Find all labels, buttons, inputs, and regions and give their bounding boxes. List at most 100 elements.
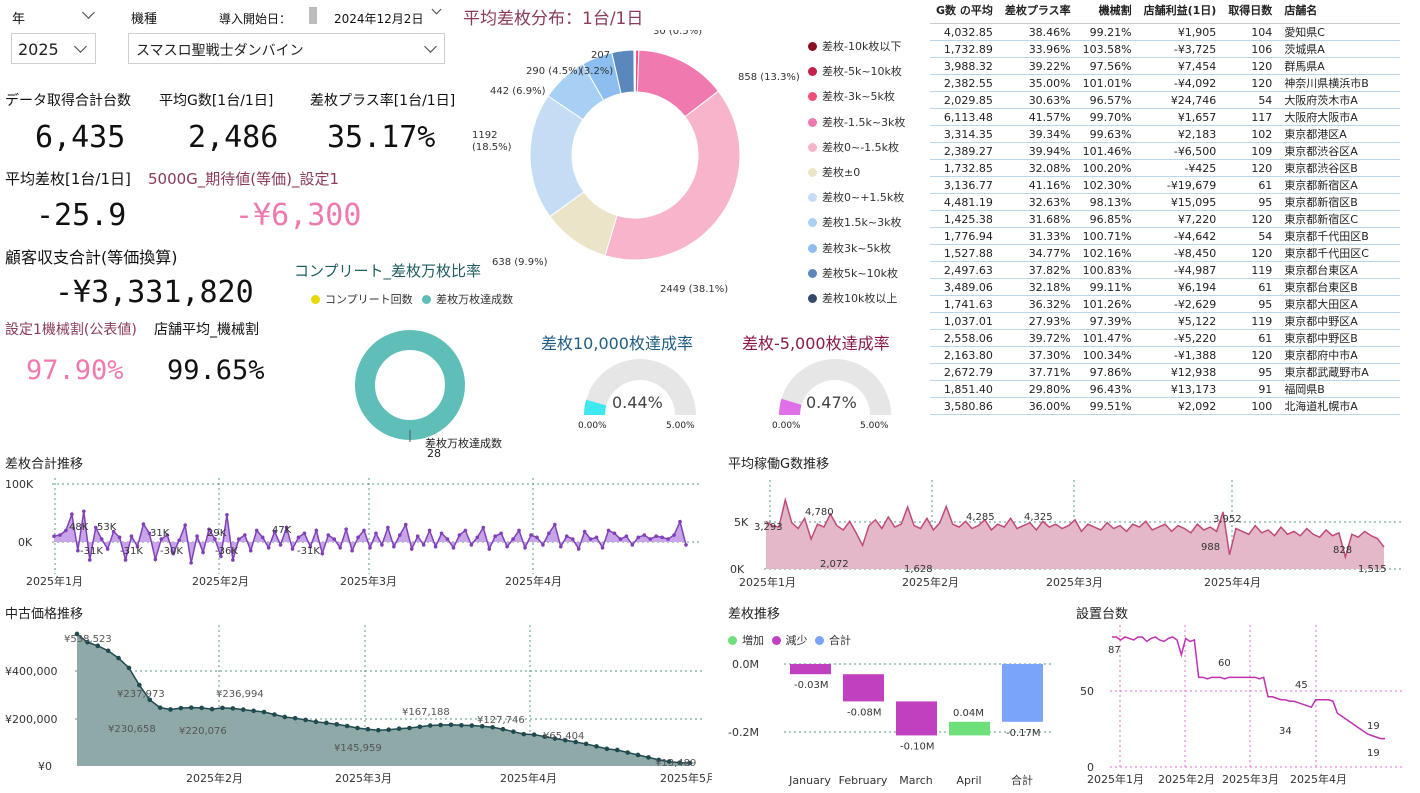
table-cell: 2,382.55 — [930, 74, 999, 92]
donut-legend-label: 差枚0~-1.5k枚 — [822, 140, 900, 154]
donut-legend-item[interactable]: 差枚-5k~10k枚 — [808, 63, 902, 79]
data-point — [576, 547, 581, 551]
data-point — [666, 759, 672, 764]
table-row[interactable]: 1,732.89 33.96% 103.58% -¥3,725 106 茨城県A — [930, 40, 1401, 58]
data-point — [618, 537, 623, 541]
data-point — [199, 705, 204, 711]
table-row[interactable]: 6,113.48 41.57% 99.70% ¥1,657 117 大阪府大阪市A — [930, 108, 1401, 126]
donut-legend-item[interactable]: 差枚5k~10k枚 — [808, 265, 898, 281]
data-point — [677, 760, 682, 765]
table-row[interactable]: 2,029.85 30.63% 96.57% ¥24,746 54 大阪府茨木市A — [930, 91, 1401, 109]
waterfall-chart[interactable]: 0.0M -0.2M -0.03M January -0.08M February -0.1… — [722, 650, 1062, 793]
table-row[interactable]: 2,672.79 37.71% 97.86% ¥12,938 95 東京都武蔵野市A — [930, 363, 1401, 381]
gauge2-max: 5.00% — [860, 421, 889, 431]
x-tick-label: February — [839, 774, 888, 787]
table-row[interactable]: 1,732.85 32.08% 100.20% -¥425 120 東京都渋谷区B — [930, 159, 1401, 177]
data-point — [272, 712, 277, 717]
model-dropdown[interactable]: スマスロ聖戦士ダンバイン — [128, 33, 445, 64]
table-cell: 97.39% — [1076, 312, 1138, 330]
waterfall-bar — [949, 721, 990, 736]
data-point — [70, 512, 74, 516]
donut-legend-item[interactable]: 差枚10k枚以上 — [808, 290, 897, 306]
table-row[interactable]: 3,489.06 32.18% 99.11% ¥6,194 61 東京都台東区B — [930, 278, 1401, 296]
donut-legend-item[interactable]: 差枚-1.5k~3k枚 — [808, 114, 905, 130]
table-header[interactable]: 店舗名 — [1278, 0, 1401, 24]
table-row[interactable]: 1,527.88 34.77% 102.16% -¥8,450 120 東京都千代田区C — [930, 244, 1401, 262]
table-row[interactable]: 1,425.38 31.68% 96.85% ¥7,220 120 東京都新宿区C — [930, 210, 1401, 228]
table-row[interactable]: 3,314.35 39.34% 99.63% ¥2,183 102 東京都港区A — [930, 125, 1401, 143]
donut-legend-item[interactable]: 差枚0~-1.5k枚 — [808, 139, 899, 155]
table-row[interactable]: 1,776.94 31.33% 100.71% -¥4,642 54 東京都千代田区B — [930, 227, 1401, 245]
table-header[interactable]: G数 の平均 — [930, 0, 999, 24]
customer-balance-value: -¥3,331,820 — [55, 275, 254, 310]
table-cell: 2,029.85 — [930, 91, 999, 109]
data-point — [487, 547, 492, 551]
data-label: -31K — [80, 546, 103, 557]
data-point — [684, 543, 688, 547]
total-units-value: 6,435 — [35, 120, 126, 155]
donut-slice — [633, 49, 636, 93]
donut-legend-item[interactable]: 差枚1.5k~3k枚 — [808, 214, 901, 230]
donut-legend-item[interactable]: 差枚±0 — [808, 164, 860, 180]
data-point — [248, 548, 253, 553]
table-header[interactable]: 差枚プラス率 — [998, 0, 1077, 24]
gauge2-title: 差枚-5,000枚達成率 — [742, 334, 890, 353]
table-row[interactable]: 2,382.55 35.00% 101.01% -¥4,092 120 神奈川県横浜市B — [930, 74, 1401, 92]
table-row[interactable]: 2,163.80 37.30% 100.34% -¥1,388 120 東京都府中市A — [930, 346, 1401, 364]
gauge1[interactable] — [570, 350, 710, 435]
plus-rate-value: 35.17% — [327, 120, 436, 155]
table-row[interactable]: 2,389.27 39.94% 101.46% -¥6,500 109 東京都渋谷区A — [930, 142, 1401, 160]
table-cell: 95 — [1222, 193, 1279, 211]
table-row[interactable]: 1,741.63 36.32% 101.26% -¥2,629 95 東京都大田区A — [930, 295, 1401, 313]
donut-legend-item[interactable]: 差枚-10k枚以下 — [808, 38, 901, 54]
table-row[interactable]: 3,988.32 39.22% 97.56% ¥7,454 120 群馬県A — [930, 57, 1401, 75]
year-filter-chevron-icon[interactable] — [82, 6, 95, 19]
data-point — [231, 558, 235, 562]
x-tick-label: 2025年5月 — [660, 771, 712, 785]
table-cell: 41.16% — [998, 176, 1077, 194]
diff-trend-chart[interactable]: 100K 0K 2025年1月 2025年2月 2025年3月 2025年4月 48K 53K… — [0, 470, 710, 590]
table-header[interactable]: 機械割 — [1076, 0, 1138, 24]
table-header[interactable]: 取得日数 — [1222, 0, 1279, 24]
table-row[interactable]: 1,851.40 29.80% 96.43% ¥13,173 91 福岡県B — [930, 380, 1401, 398]
donut-chart[interactable]: 30 (0.5%) 858 (13.3%) 2449 (38.1%) 638 (9.9… — [460, 30, 800, 300]
table-row[interactable]: 1,037.01 27.93% 97.39% ¥5,122 119 東京都中野区A — [930, 312, 1401, 330]
table-row[interactable]: 2,497.63 37.82% 100.83% -¥4,987 119 東京都台東区A — [930, 261, 1401, 279]
price-trend-chart[interactable]: ¥400,000 ¥200,000 ¥0 2025年2月 2025年3月 2025年4月 2… — [0, 620, 712, 793]
donut-legend-item[interactable]: 差枚0~+1.5k枚 — [808, 189, 904, 205]
x-tick-label: 2025年2月 — [902, 575, 959, 589]
data-point — [529, 533, 533, 537]
table-row[interactable]: 4,481.19 32.63% 98.13% ¥15,095 95 東京都新宿区B — [930, 193, 1401, 211]
data-point — [344, 723, 350, 729]
avg-g-label: 平均G数[1台/1日] — [159, 93, 274, 109]
total-units-label: データ取得合計台数 — [5, 93, 131, 109]
x-tick-label: 2025年4月 — [1204, 575, 1261, 589]
table-row[interactable]: 4,032.85 38.46% 99.21% ¥1,905 104 愛知県C — [930, 23, 1401, 41]
table-row[interactable]: 2,558.06 39.72% 101.47% -¥5,220 61 東京都中野区B — [930, 329, 1401, 347]
table-cell: 39.94% — [998, 142, 1077, 160]
gauge-fill — [779, 398, 802, 415]
donut-data-label: 290 (4.5%) — [526, 66, 582, 77]
year-dropdown-value: 2025 — [18, 40, 59, 59]
complete-ring[interactable] — [350, 330, 470, 450]
table-row[interactable]: 3,580.86 36.00% 99.51% ¥2,092 100 北海道札幌市A — [930, 397, 1401, 415]
table-cell: ¥2,092 — [1137, 397, 1223, 415]
table-cell: 東京都千代田区B — [1278, 227, 1401, 245]
start-date-label: 導入開始日： — [219, 12, 292, 26]
donut-legend-item[interactable]: 差枚3k~5k枚 — [808, 240, 891, 256]
year-dropdown[interactable]: 2025 — [11, 33, 96, 64]
x-tick-label: 2025年1月 — [739, 575, 796, 589]
table-cell: -¥3,725 — [1137, 40, 1223, 58]
table-cell: 120 — [1222, 346, 1279, 364]
table-cell: 117 — [1222, 108, 1279, 126]
start-date-chevron-icon[interactable] — [431, 4, 442, 15]
donut-legend-item[interactable]: 差枚-3k~5k枚 — [808, 88, 895, 104]
start-date-slider-handle[interactable] — [309, 7, 317, 24]
table-header[interactable]: 店舗利益(1日) — [1137, 0, 1223, 24]
legend-dot-icon — [808, 268, 817, 278]
gauge2[interactable] — [765, 350, 905, 435]
table-row[interactable]: 3,136.77 41.16% 102.30% -¥19,679 61 東京都新宿区A — [930, 176, 1401, 194]
start-date-value[interactable]: 2024年12月2日 — [334, 12, 424, 26]
